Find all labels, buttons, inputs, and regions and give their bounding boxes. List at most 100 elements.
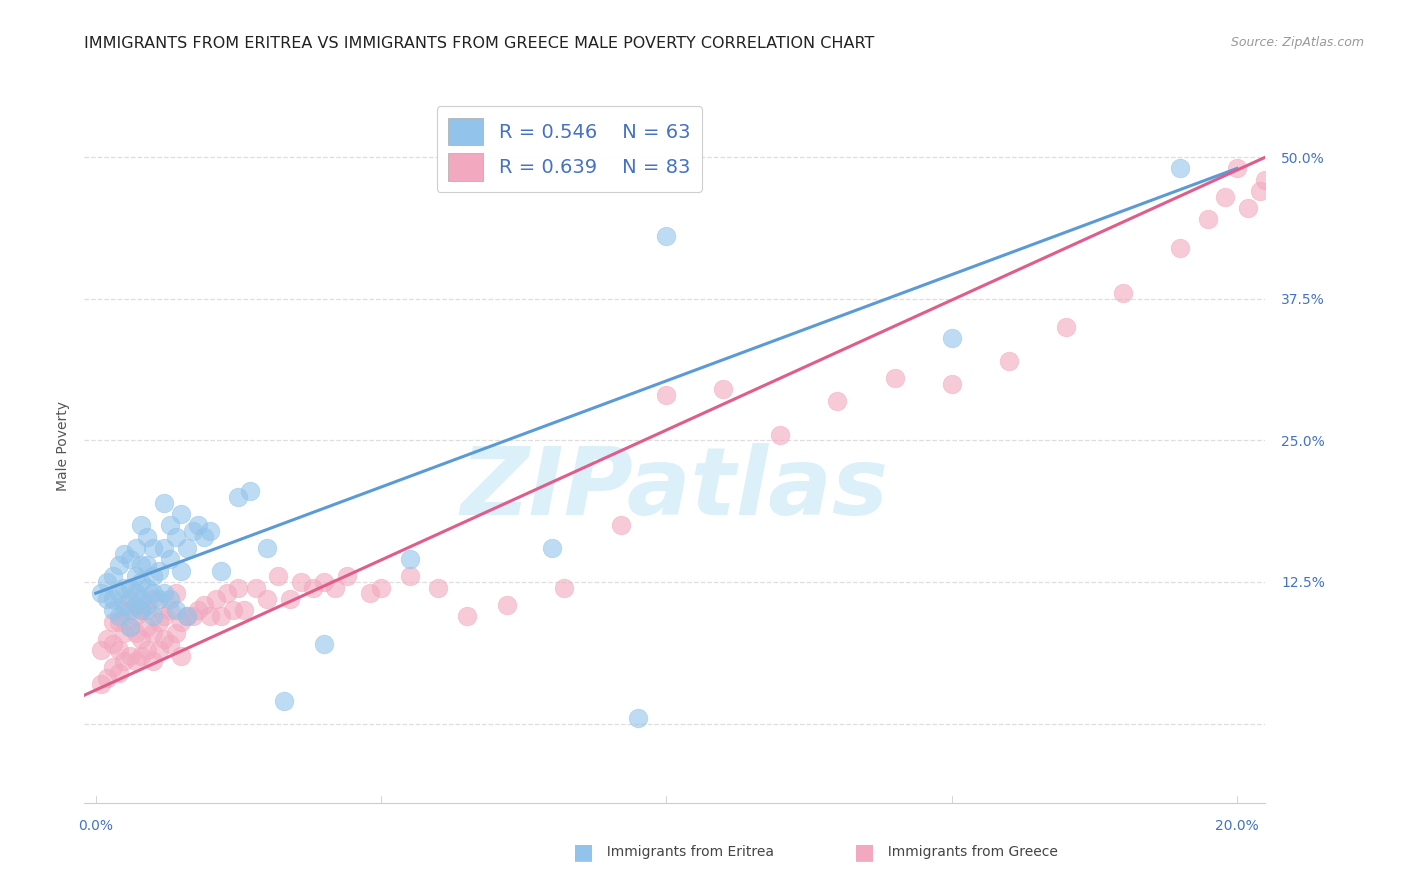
Point xyxy=(456,608,478,623)
Point xyxy=(153,586,176,600)
Point xyxy=(118,648,141,663)
Point xyxy=(142,654,165,668)
Point xyxy=(165,626,187,640)
Point xyxy=(170,615,193,629)
Point xyxy=(131,518,153,533)
Point xyxy=(148,643,170,657)
Point xyxy=(90,643,112,657)
Point xyxy=(153,608,176,623)
Point xyxy=(107,586,129,600)
Point xyxy=(96,574,118,589)
Point xyxy=(136,530,159,544)
Point xyxy=(278,591,301,606)
Point xyxy=(176,608,198,623)
Point xyxy=(107,615,129,629)
Point xyxy=(398,552,420,566)
Point xyxy=(1237,201,1260,215)
Point xyxy=(215,586,238,600)
Point xyxy=(148,564,170,578)
Point xyxy=(495,598,517,612)
Point xyxy=(170,648,193,663)
Text: Immigrants from Greece: Immigrants from Greece xyxy=(879,845,1057,859)
Point xyxy=(1254,173,1277,187)
Point xyxy=(125,608,148,623)
Point xyxy=(1168,161,1191,176)
Point xyxy=(125,626,148,640)
Point xyxy=(159,591,181,606)
Point xyxy=(883,371,905,385)
Text: IMMIGRANTS FROM ERITREA VS IMMIGRANTS FROM GREECE MALE POVERTY CORRELATION CHART: IMMIGRANTS FROM ERITREA VS IMMIGRANTS FR… xyxy=(84,36,875,51)
Point xyxy=(1265,207,1288,221)
Point xyxy=(131,574,153,589)
Point xyxy=(107,558,129,572)
Point xyxy=(96,671,118,685)
Point xyxy=(239,484,262,499)
Point xyxy=(193,530,215,544)
Point xyxy=(267,569,290,583)
Point xyxy=(131,648,153,663)
Point xyxy=(131,632,153,646)
Point xyxy=(112,598,135,612)
Point xyxy=(301,581,323,595)
Point xyxy=(627,711,650,725)
Point xyxy=(142,591,165,606)
Point xyxy=(1226,161,1249,176)
Point xyxy=(181,608,204,623)
Point xyxy=(193,598,215,612)
Point xyxy=(655,229,678,244)
Point xyxy=(153,632,176,646)
Point xyxy=(136,581,159,595)
Point xyxy=(142,626,165,640)
Point xyxy=(1168,241,1191,255)
Point xyxy=(142,586,165,600)
Point xyxy=(118,620,141,634)
Point xyxy=(159,552,181,566)
Point xyxy=(170,564,193,578)
Point xyxy=(181,524,204,538)
Point xyxy=(142,569,165,583)
Point xyxy=(187,518,209,533)
Legend: R = 0.546    N = 63, R = 0.639    N = 83: R = 0.546 N = 63, R = 0.639 N = 83 xyxy=(437,106,702,192)
Point xyxy=(136,598,159,612)
Point xyxy=(711,383,734,397)
Point xyxy=(769,427,792,442)
Point xyxy=(398,569,420,583)
Point xyxy=(325,581,347,595)
Point xyxy=(827,393,849,408)
Point xyxy=(107,665,129,680)
Point xyxy=(96,591,118,606)
Y-axis label: Male Poverty: Male Poverty xyxy=(56,401,70,491)
Point xyxy=(136,603,159,617)
Point xyxy=(336,569,359,583)
Point xyxy=(90,677,112,691)
Point xyxy=(101,569,124,583)
Point xyxy=(131,558,153,572)
Point xyxy=(142,608,165,623)
Point xyxy=(125,541,148,555)
Point xyxy=(142,541,165,555)
Point xyxy=(107,643,129,657)
Point xyxy=(148,615,170,629)
Point xyxy=(1215,190,1237,204)
Point xyxy=(233,603,256,617)
Point xyxy=(118,591,141,606)
Point xyxy=(112,626,135,640)
Point xyxy=(245,581,267,595)
Point xyxy=(256,541,278,555)
Point xyxy=(273,694,295,708)
Point xyxy=(198,524,221,538)
Text: ■: ■ xyxy=(574,842,593,862)
Point xyxy=(228,581,250,595)
Point xyxy=(136,558,159,572)
Point xyxy=(359,586,381,600)
Point xyxy=(112,581,135,595)
Point xyxy=(1112,286,1135,301)
Point xyxy=(165,586,187,600)
Point xyxy=(159,603,181,617)
Point xyxy=(96,632,118,646)
Point xyxy=(170,507,193,521)
Point xyxy=(153,495,176,509)
Point xyxy=(153,541,176,555)
Point xyxy=(228,490,250,504)
Point xyxy=(101,603,124,617)
